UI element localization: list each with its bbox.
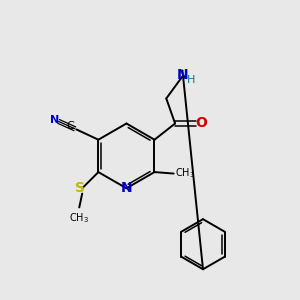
- Text: CH$_3$: CH$_3$: [175, 167, 195, 181]
- Text: N: N: [50, 115, 60, 125]
- Text: N: N: [121, 181, 132, 195]
- Text: O: O: [195, 116, 207, 130]
- Text: S: S: [75, 181, 85, 195]
- Text: CH$_3$: CH$_3$: [69, 211, 89, 225]
- Text: N: N: [177, 68, 188, 82]
- Text: C: C: [66, 122, 74, 131]
- Text: H: H: [187, 75, 196, 85]
